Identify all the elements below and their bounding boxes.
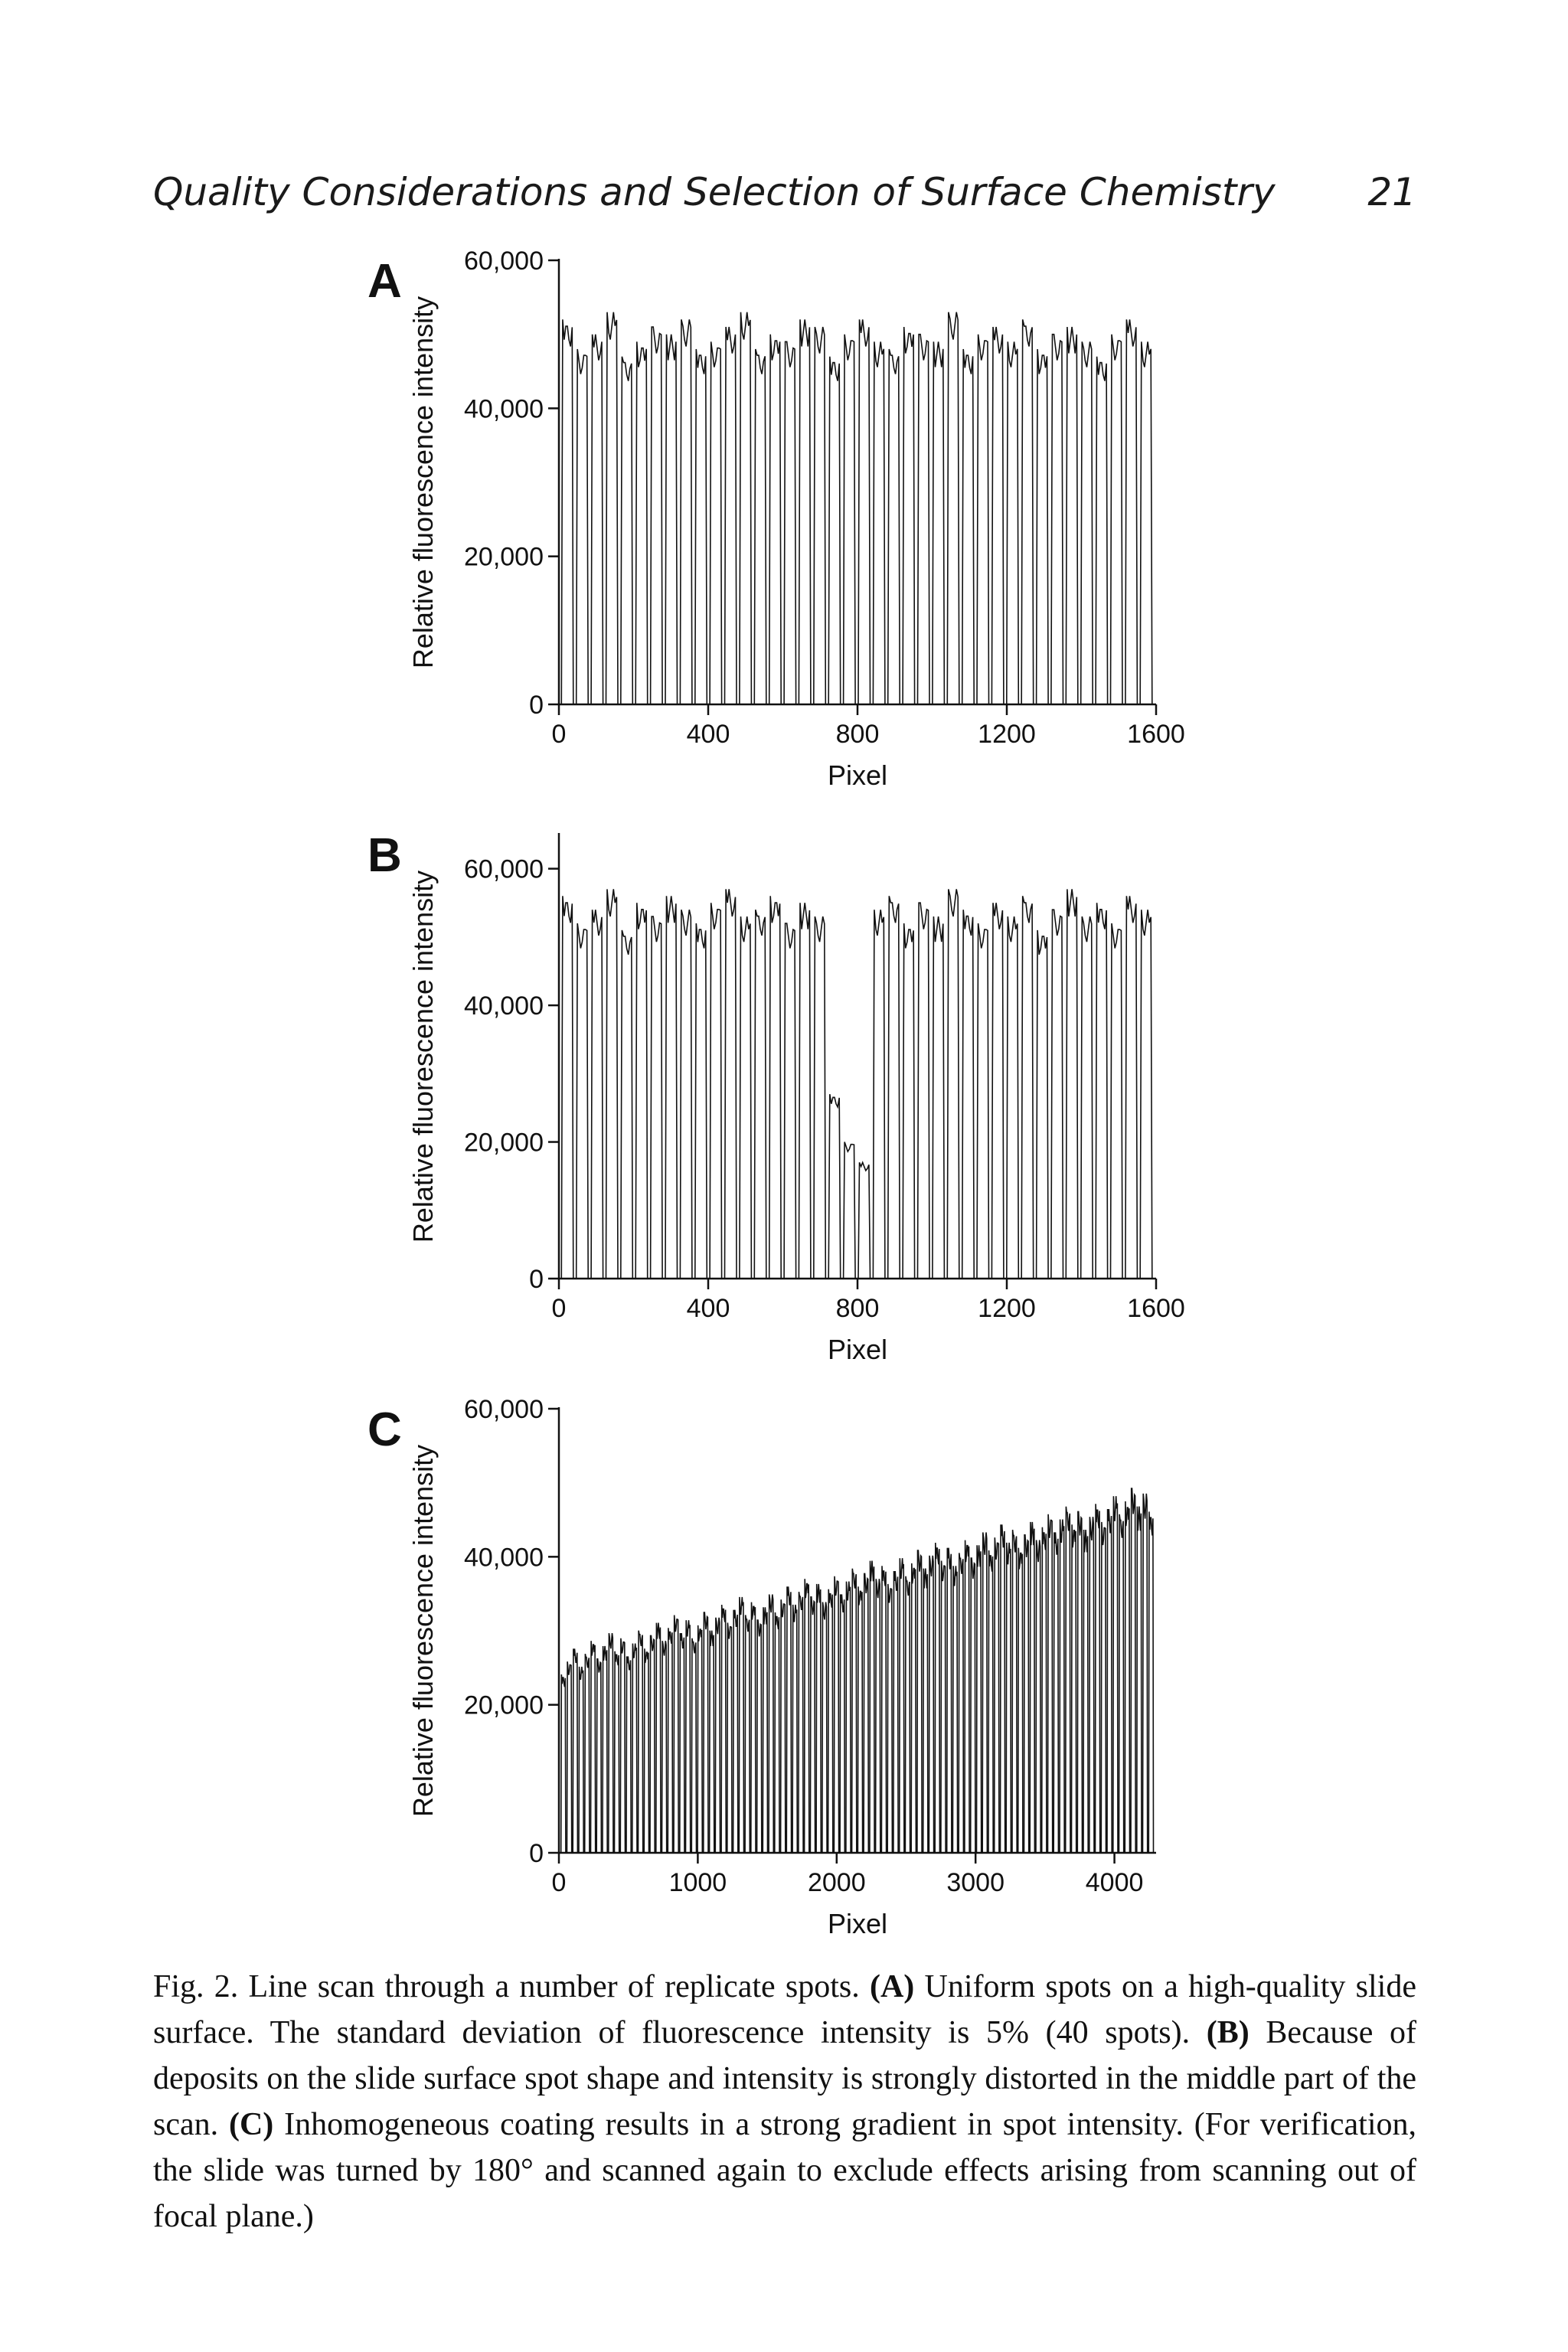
caption-intro: Line scan through a number of replicate … [238,1969,870,2004]
series-line-scan [559,1488,1156,1854]
x-tick-label: 0 [552,1868,567,1897]
x-tick-label: 800 [836,1294,880,1323]
y-tick-label: 40,000 [464,991,544,1021]
x-tick-label: 1000 [669,1868,727,1897]
x-axis-label: Pixel [828,760,887,791]
running-title: Quality Considerations and Selection of … [153,170,1276,214]
y-tick-label: 0 [529,1265,544,1294]
x-tick-label: 1200 [978,720,1036,749]
chart-b-svg: B 0 20,000 40,000 60,000 0 400 800 1200 1600 Pixel… [368,829,1185,1365]
x-tick-label: 1600 [1127,1294,1185,1323]
chart-c-svg: C 0 20,000 40,000 60,000 0 1000 2000 3000 4000 Pix… [368,1395,1156,1939]
chart-panel-c: C 0 20,000 40,000 60,000 0 1000 2000 3000 4000 Pix… [360,1378,1217,1960]
x-tick-label: 1200 [978,1294,1036,1323]
caption-text-a: Uniform spots on a high-quality slide su… [153,1969,1416,2050]
caption-marker-b: (B) [1206,2015,1250,2050]
y-tick-label: 60,000 [464,247,544,276]
y-tick-label: 60,000 [464,855,544,884]
y-axis-label: Relative fluorescence intensity [407,871,439,1243]
chart-panel-a: A 0 20,000 40,000 60,000 0 400 800 1200 1600 Pixel… [360,230,1217,812]
x-tick-label: 1600 [1127,720,1185,749]
chart-a-svg: A 0 20,000 40,000 60,000 0 400 800 1200 1600 Pixel… [368,247,1185,791]
x-tick-label: 400 [687,1294,730,1323]
figure-caption: Fig. 2. Line scan through a number of re… [153,1964,1416,2239]
line-scan-trace [559,312,1156,705]
x-tick-label: 400 [687,720,730,749]
x-tick-label: 0 [552,720,567,749]
panel-letter-c: C [368,1403,402,1456]
running-header: Quality Considerations and Selection of … [153,161,1416,222]
y-tick-label: 60,000 [464,1395,544,1424]
x-axis-label: Pixel [828,1334,887,1365]
y-tick-label: 40,000 [464,1543,544,1572]
line-scan-trace [559,1488,1156,1854]
x-tick-label: 0 [552,1294,567,1323]
y-tick-label: 0 [529,691,544,720]
x-axis-label: Pixel [828,1908,887,1939]
y-tick-label: 20,000 [464,1129,544,1158]
x-tick-label: 800 [836,720,880,749]
panel-letter-b: B [368,829,402,882]
caption-figure-label: Fig. 2. [153,1969,239,2004]
y-tick-label: 40,000 [464,394,544,423]
page-number: 21 [1367,170,1416,214]
panel-letter-a: A [368,255,402,308]
x-tick-label: 2000 [808,1868,866,1897]
series-line-scan [559,312,1156,705]
x-tick-label: 4000 [1086,1868,1144,1897]
x-tick-label: 3000 [946,1868,1004,1897]
caption-text-c: Inhomogeneous coating results in a stron… [153,2107,1417,2234]
chart-panel-b: B 0 20,000 40,000 60,000 0 400 800 1200 1600 Pixel… [360,812,1217,1378]
y-axis-label: Relative fluorescence intensity [407,1445,439,1817]
y-tick-label: 0 [529,1839,544,1868]
caption-text-b: Because of deposits on the slide surface… [153,2015,1416,2142]
caption-marker-c: (C) [228,2107,274,2142]
caption-marker-a: (A) [869,1969,915,2004]
y-tick-label: 20,000 [464,543,544,572]
series-line-scan [559,889,1156,1279]
y-tick-label: 20,000 [464,1691,544,1720]
line-scan-trace [559,889,1156,1279]
y-axis-label: Relative fluorescence intensity [407,296,439,668]
